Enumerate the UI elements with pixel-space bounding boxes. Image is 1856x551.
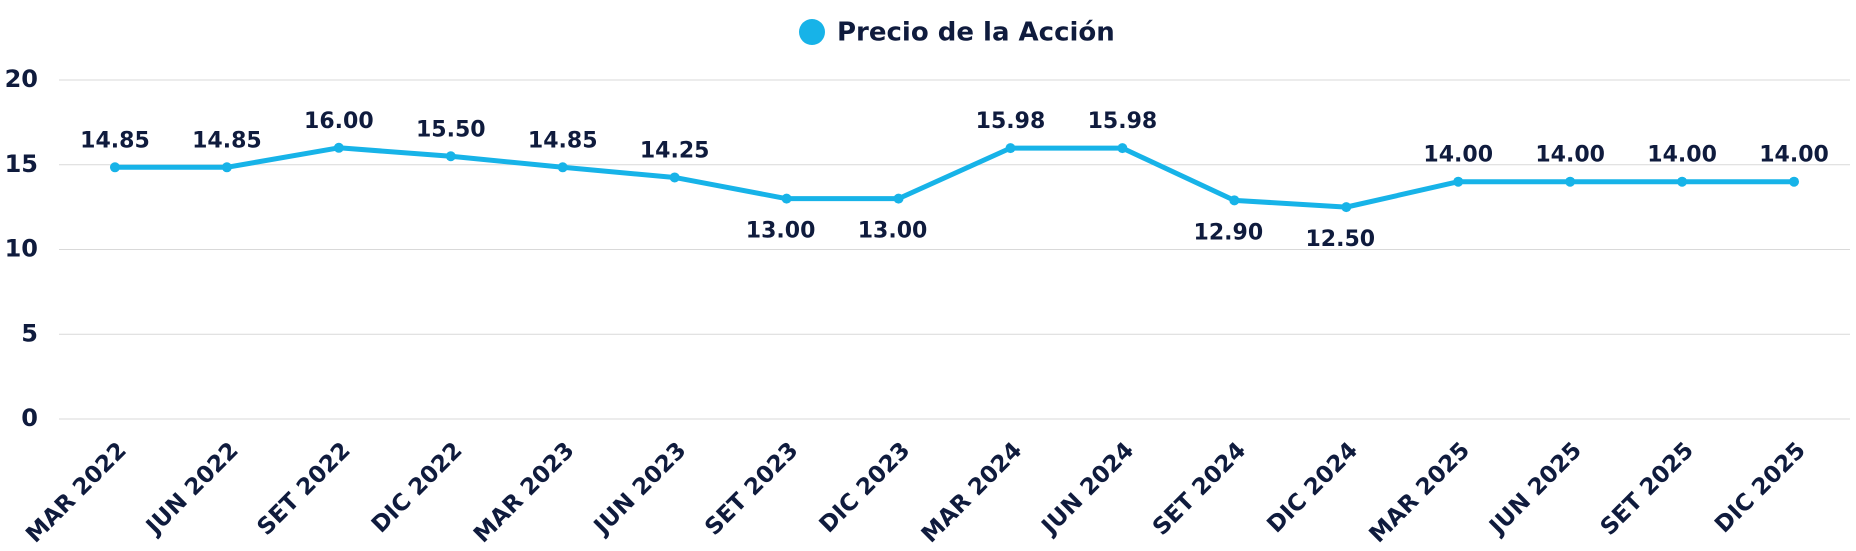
data-label: 12.50 — [1305, 227, 1375, 252]
y-tick-label: 20 — [5, 65, 38, 93]
data-label: 14.25 — [640, 138, 710, 163]
point — [1005, 143, 1016, 154]
x-tick-label: MAR 2024 — [917, 437, 1028, 548]
x-tick-label: SET 2023 — [700, 437, 803, 540]
x-tick-label: JUN 2025 — [1483, 437, 1587, 541]
data-label: 14.85 — [80, 128, 150, 153]
point — [1117, 143, 1128, 154]
data-label: 14.85 — [192, 128, 262, 153]
point — [1453, 176, 1464, 187]
point — [1565, 176, 1576, 187]
point — [781, 193, 792, 204]
data-label: 15.50 — [416, 117, 486, 142]
y-tick-label: 15 — [5, 150, 38, 178]
point — [221, 162, 232, 173]
point — [1229, 195, 1240, 206]
x-tick-label: DIC 2025 — [1710, 437, 1811, 538]
point — [445, 151, 456, 162]
data-label: 14.85 — [528, 128, 598, 153]
point — [669, 172, 680, 183]
data-label: 14.00 — [1423, 143, 1493, 168]
data-label: 14.00 — [1535, 143, 1605, 168]
data-label: 15.98 — [1088, 109, 1158, 134]
x-tick-label: JUN 2024 — [1036, 437, 1140, 541]
legend-label: Precio de la Acción — [837, 18, 1115, 48]
data-label: 14.00 — [1647, 143, 1717, 168]
point — [109, 162, 120, 173]
y-tick-label: 5 — [21, 319, 38, 347]
x-tick-label: MAR 2025 — [1364, 437, 1475, 548]
point — [1677, 176, 1688, 187]
point — [1341, 202, 1352, 213]
data-label: 14.00 — [1759, 143, 1829, 168]
point — [893, 193, 904, 204]
legend-marker — [799, 19, 825, 45]
x-tick-label: MAR 2022 — [21, 437, 132, 548]
data-label: 13.00 — [858, 219, 928, 244]
point — [1789, 176, 1800, 187]
x-tick-label: SET 2022 — [252, 437, 355, 540]
x-tick-label: DIC 2022 — [367, 437, 468, 538]
x-tick-label: SET 2024 — [1148, 437, 1251, 540]
data-label: 13.00 — [746, 219, 816, 244]
point — [333, 142, 344, 153]
x-tick-label: DIC 2023 — [815, 437, 916, 538]
y-tick-label: 10 — [5, 235, 38, 263]
point — [557, 162, 568, 173]
x-tick-label: JUN 2023 — [588, 437, 692, 541]
y-tick-label: 0 — [21, 404, 38, 432]
x-tick-label: DIC 2024 — [1262, 437, 1363, 538]
data-label: 12.90 — [1194, 220, 1264, 245]
data-label: 16.00 — [304, 109, 374, 134]
x-tick-label: JUN 2022 — [140, 437, 244, 541]
line — [114, 145, 1795, 210]
x-tick-label: MAR 2023 — [469, 437, 580, 548]
data-label: 15.98 — [976, 109, 1046, 134]
x-tick-label: SET 2025 — [1596, 437, 1699, 540]
